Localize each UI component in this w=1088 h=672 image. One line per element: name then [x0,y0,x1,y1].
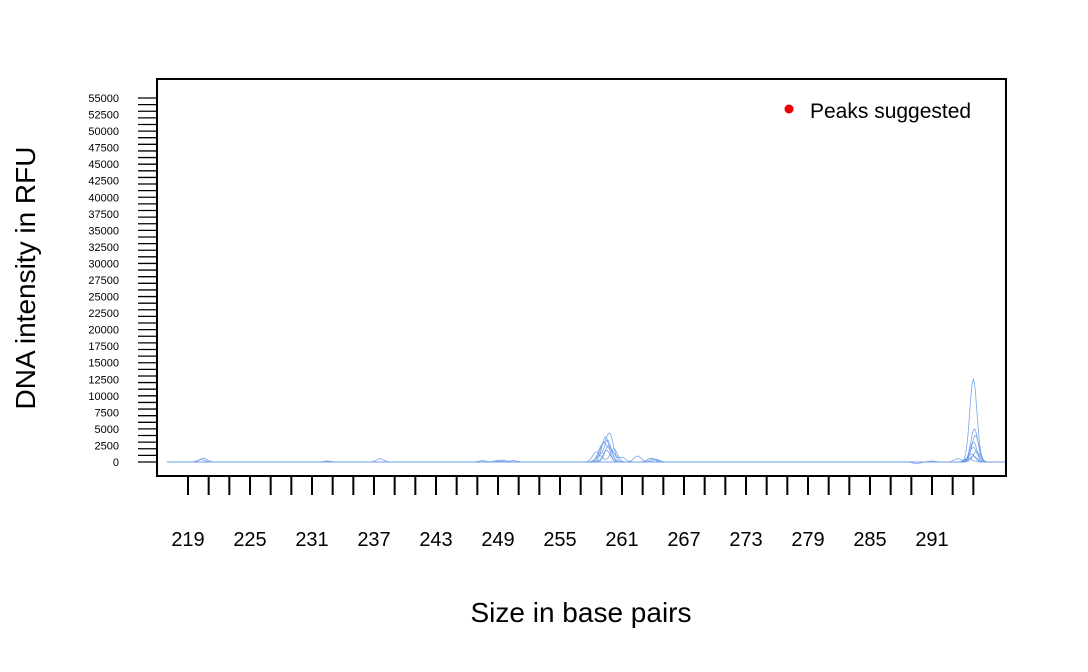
y-tick-label: 50000 [88,126,119,138]
y-tick-label: 27500 [88,275,119,287]
x-tick-label: 255 [543,529,576,551]
y-tick-label: 22500 [88,308,119,320]
y-tick-label: 42500 [88,176,119,188]
y-tick-label: 2500 [95,440,119,452]
x-tick-label: 249 [481,529,514,551]
legend-label-peaks: Peaks suggested [810,100,971,123]
x-tick-label: 273 [729,529,762,551]
x-tick-label: 237 [357,529,390,551]
y-axis-title: DNA intensity in RFU [10,147,41,410]
y-tick-label: 45000 [88,159,119,171]
x-tick-label: 267 [667,529,700,551]
y-axis: 0 2500 5000 7500 10000 12500 15000 17500 20000 22… [88,93,157,469]
series-line [167,377,1005,463]
x-tick-label: 231 [295,529,328,551]
y-tick-label: 5000 [95,424,119,436]
series-line [167,436,1005,463]
y-tick-label: 32500 [88,242,119,254]
series-line [167,455,1005,463]
x-tick-label: 243 [419,529,452,551]
x-tick-label: 261 [605,529,638,551]
y-tick-label: 37500 [88,209,119,221]
y-tick-label: 52500 [88,110,119,122]
y-tick-label: 15000 [88,358,119,370]
y-tick-label: 20000 [88,325,119,337]
y-tick-label: 40000 [88,192,119,204]
y-tick-label: 47500 [88,143,119,155]
series-line [167,428,1005,463]
series-layer [167,377,1005,465]
y-tick-label: 0 [113,457,119,469]
y-tick-label: 25000 [88,292,119,304]
series-line [167,434,1005,463]
legend-marker-peaks [784,104,794,114]
x-tick-label: 225 [233,529,266,551]
series-line [167,445,1005,463]
x-tick-label: 219 [171,529,204,551]
y-tick-label: 10000 [88,391,119,403]
plot-frame [156,78,1007,477]
x-axis-title: Size in base pairs [470,597,691,628]
series-line [167,441,1005,465]
y-tick-label: 55000 [88,93,119,105]
y-tick-label: 7500 [95,407,119,419]
series-line [167,448,1005,463]
y-tick-label: 35000 [88,225,119,237]
x-tick-label: 279 [791,529,824,551]
x-tick-label: 291 [915,529,948,551]
y-tick-label: 30000 [88,258,119,270]
y-tick-label: 12500 [88,374,119,386]
x-axis: 219 225 231 237 243 249 255 261 267 273 279 285 291 [171,476,975,551]
legend: Peaks suggested [784,100,971,123]
y-tick-label: 17500 [88,341,119,353]
series-line [167,439,1005,463]
x-tick-label: 285 [853,529,886,551]
